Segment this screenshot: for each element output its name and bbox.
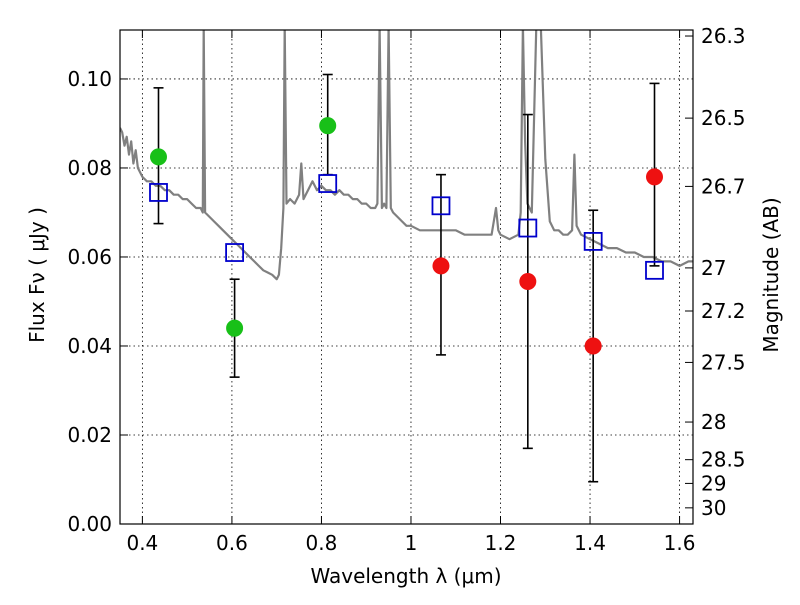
photometry-point [432, 257, 450, 275]
model-point [431, 196, 451, 216]
model-point [583, 231, 603, 251]
photometry-point [519, 272, 537, 290]
axis-ticks: 0.4 0.6 0.8 1 1.2 1.4 1.6 0.00 0.02 0.04 0.06 0.08 0… [67, 24, 745, 555]
x-tick-label: 1.2 [485, 531, 517, 555]
x-tick-label: 0.4 [126, 531, 158, 555]
right-tick-label: 28 [701, 410, 726, 434]
right-tick-label: 28.5 [701, 448, 746, 472]
x-tick-label: 0.8 [306, 531, 338, 555]
model-point [318, 174, 338, 193]
y-axis-label: Flux Fν ( μJy ) [25, 207, 49, 343]
plot-frame [119, 29, 694, 525]
photometry-point [646, 168, 664, 186]
right-tick-label: 30 [701, 496, 726, 520]
spectrum-layer [120, 30, 693, 281]
model-point [518, 218, 538, 238]
x-tick-label: 1.6 [664, 531, 696, 555]
grid-lines [120, 30, 693, 525]
y-tick-label: 0.02 [67, 423, 112, 447]
right-tick-label: 26.5 [701, 106, 746, 130]
right-tick-label: 26.7 [701, 174, 746, 198]
model-point [149, 183, 168, 202]
y-tick-label: 0.08 [67, 156, 112, 180]
spectrum-line [120, 30, 693, 281]
y-axis-right-label: Magnitude (AB) [759, 197, 783, 352]
photometry-point [226, 319, 244, 337]
x-tick-label: 1 [405, 531, 418, 555]
y-tick-label: 0.06 [67, 245, 112, 269]
photometry-point [584, 337, 602, 355]
photometry-point [149, 148, 167, 166]
x-tick-label: 1.4 [574, 531, 606, 555]
right-tick-label: 27.2 [701, 299, 746, 323]
y-tick-label: 0.10 [67, 67, 112, 91]
model-point [225, 243, 245, 262]
right-tick-label: 27.5 [701, 350, 746, 374]
x-tick-label: 0.6 [216, 531, 248, 555]
model-point [645, 260, 664, 280]
photometry-point [319, 117, 337, 135]
right-tick-label: 27 [701, 256, 726, 280]
right-tick-label: 26.3 [701, 24, 746, 48]
right-tick-label: 29 [701, 471, 726, 495]
y-tick-label: 0.00 [67, 512, 112, 536]
errorbar-layer [153, 73, 660, 483]
marker-layer [149, 117, 664, 355]
x-axis-label: Wavelength λ (μm) [310, 564, 501, 588]
y-tick-label: 0.04 [67, 334, 112, 358]
